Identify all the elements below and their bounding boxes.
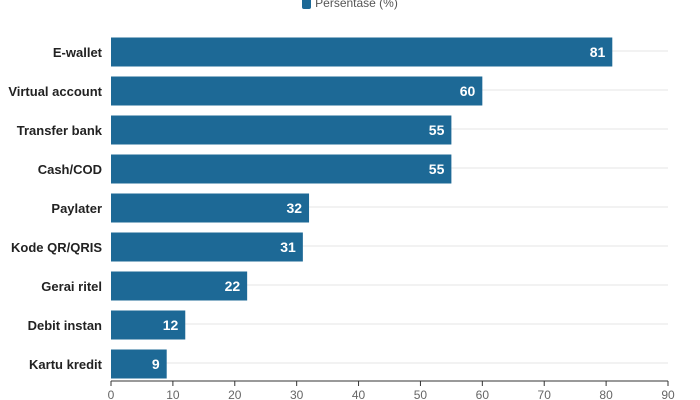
category-label: Debit instan bbox=[28, 318, 102, 333]
value-label: 81 bbox=[590, 44, 606, 60]
bar bbox=[111, 37, 613, 67]
value-label: 32 bbox=[286, 200, 302, 216]
category-label: Virtual account bbox=[8, 84, 102, 99]
bar bbox=[111, 232, 303, 262]
x-tick-label: 60 bbox=[476, 388, 490, 400]
bar bbox=[111, 115, 452, 145]
bar bbox=[111, 271, 248, 301]
x-tick-label: 30 bbox=[290, 388, 304, 400]
category-label: Transfer bank bbox=[17, 123, 103, 138]
value-label: 60 bbox=[460, 83, 476, 99]
category-label: Kode QR/QRIS bbox=[11, 240, 102, 255]
value-label: 12 bbox=[163, 317, 179, 333]
legend: Persentase (%) bbox=[0, 0, 700, 10]
value-label: 31 bbox=[280, 239, 296, 255]
x-tick-label: 40 bbox=[352, 388, 366, 400]
x-tick-label: 90 bbox=[661, 388, 675, 400]
x-tick-label: 70 bbox=[538, 388, 552, 400]
x-tick-label: 50 bbox=[414, 388, 428, 400]
bar bbox=[111, 193, 310, 223]
value-label: 55 bbox=[429, 161, 445, 177]
x-tick-label: 0 bbox=[108, 388, 115, 400]
legend-label: Persentase (%) bbox=[315, 0, 398, 10]
category-label: E-wallet bbox=[53, 45, 103, 60]
category-label: Kartu kredit bbox=[29, 357, 103, 372]
legend-swatch bbox=[302, 0, 312, 9]
category-label: Paylater bbox=[51, 201, 102, 216]
category-label: Cash/COD bbox=[38, 162, 102, 177]
bar bbox=[111, 154, 452, 184]
value-label: 22 bbox=[225, 278, 241, 294]
bar bbox=[111, 349, 167, 379]
bar bbox=[111, 310, 186, 340]
bar bbox=[111, 76, 483, 106]
x-tick-label: 80 bbox=[599, 388, 613, 400]
value-label: 9 bbox=[152, 356, 160, 372]
x-tick-label: 10 bbox=[166, 388, 180, 400]
x-tick-label: 20 bbox=[228, 388, 242, 400]
value-label: 55 bbox=[429, 122, 445, 138]
category-label: Gerai ritel bbox=[41, 279, 102, 294]
